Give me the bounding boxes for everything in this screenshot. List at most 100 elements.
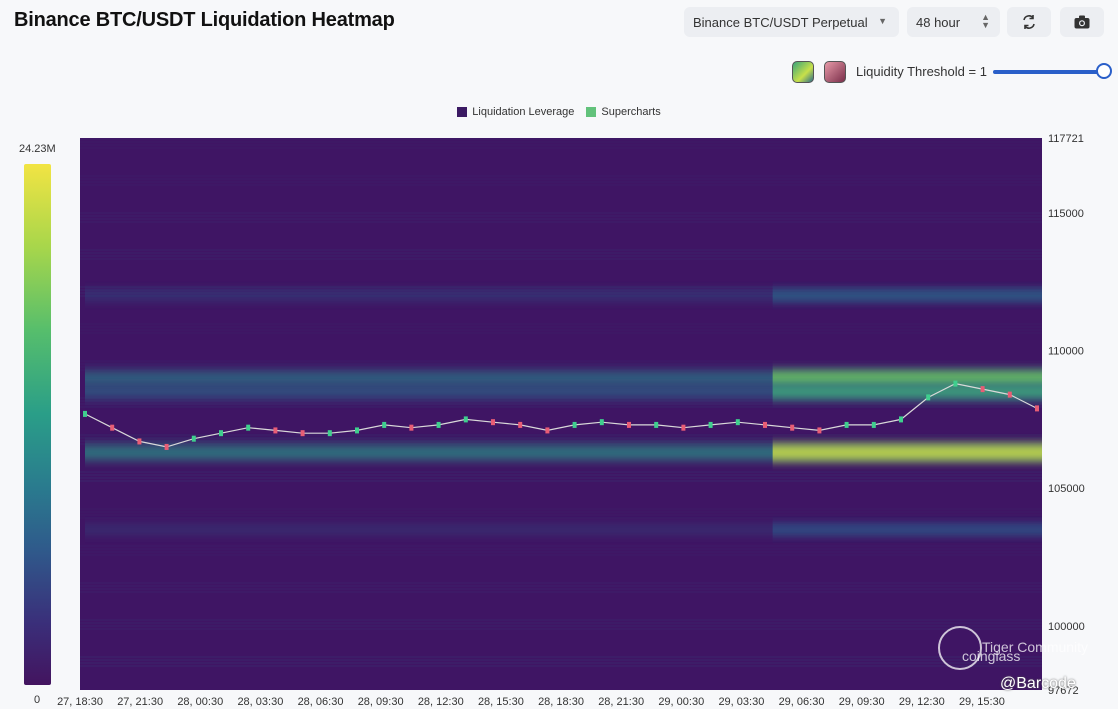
pair-select-value: Binance BTC/USDT Perpetual (693, 14, 868, 30)
price-candle (327, 430, 332, 437)
price-candle (436, 421, 441, 428)
legend-label: Liquidation Leverage (472, 106, 575, 118)
legend-item-liquidation-leverage[interactable]: Liquidation Leverage (457, 106, 574, 118)
heatmap-texture-line (80, 625, 1042, 627)
heatmap-texture-line (80, 218, 1042, 220)
price-candle (627, 421, 631, 428)
heatmap-texture-line (80, 258, 1042, 260)
x-tick-label: 28, 00:30 (177, 696, 223, 708)
heatmap-texture-line (80, 212, 1042, 214)
pair-select[interactable]: Binance BTC/USDT Perpetual ▼ (684, 7, 899, 37)
price-candle (763, 421, 767, 428)
heatmap-texture-line (80, 286, 1042, 288)
heatmap-texture-line (80, 360, 1042, 362)
price-candle (708, 421, 713, 428)
y-tick-label: 100000 (1048, 621, 1085, 633)
heatmap-texture-line (80, 434, 1042, 436)
heatmap-texture-line (80, 437, 1042, 439)
x-tick-label: 28, 09:30 (358, 696, 404, 708)
watermark-community: Tiger Community (982, 639, 1089, 655)
heatmap-texture-line (80, 400, 1042, 402)
liquidation-band (85, 525, 1042, 535)
heatmap-texture-line (80, 545, 1042, 547)
heatmap-texture-line (80, 138, 1042, 140)
heatmap-texture-line (80, 665, 1042, 667)
heatmap-texture-line (80, 406, 1042, 408)
pink-palette-toggle[interactable] (824, 61, 846, 83)
heatmap-texture-line (80, 141, 1042, 143)
heatmap-texture-line (80, 622, 1042, 624)
x-tick-label: 28, 15:30 (478, 696, 524, 708)
price-candle (83, 410, 87, 417)
liquidation-band (85, 290, 1042, 301)
heatmap-texture-line (80, 554, 1042, 556)
stepper-icon: ▲ ▼ (981, 12, 990, 30)
timeframe-select[interactable]: 48 hour ▲ ▼ (907, 7, 1000, 37)
x-tick-label: 29, 09:30 (839, 696, 885, 708)
x-tick-label: 27, 18:30 (57, 696, 103, 708)
screenshot-button[interactable] (1060, 7, 1104, 37)
heatmap-texture-line (80, 178, 1042, 180)
price-candle (300, 430, 305, 437)
heatmap-texture-line (80, 508, 1042, 510)
heatmap-texture-line (80, 443, 1042, 445)
liquidation-band-hot (772, 444, 1042, 461)
heatmap-texture-line (80, 181, 1042, 183)
price-candle (572, 421, 577, 428)
heatmap-texture-line (80, 323, 1042, 325)
heatmap-texture-line (80, 184, 1042, 186)
heatmap-texture-line (80, 591, 1042, 593)
threshold-slider[interactable] (993, 70, 1105, 74)
price-candle (191, 435, 196, 442)
price-candle (654, 421, 659, 428)
green-palette-toggle[interactable] (792, 61, 814, 83)
refresh-button[interactable] (1007, 7, 1051, 37)
heatmap-texture-line (80, 369, 1042, 371)
heatmap-texture-line (80, 662, 1042, 664)
liquidation-band-hot (772, 385, 1042, 399)
liquidation-band-hot (772, 371, 1042, 386)
heatmap-texture-line (80, 249, 1042, 251)
price-candle (110, 424, 115, 431)
heatmap-texture-line (80, 147, 1042, 149)
timeframe-select-value: 48 hour (916, 14, 961, 30)
legend-swatch (586, 107, 597, 117)
heatmap-texture-line (80, 480, 1042, 482)
heatmap-texture-line (80, 474, 1042, 476)
price-candle (844, 421, 849, 428)
x-tick-label: 28, 03:30 (237, 696, 283, 708)
legend-item-supercharts[interactable]: Supercharts (586, 106, 661, 118)
y-tick-label: 115000 (1048, 208, 1084, 220)
price-candle (382, 421, 387, 428)
heatmap-texture-line (80, 517, 1042, 519)
heatmap-texture-line (80, 585, 1042, 587)
y-tick-label: 110000 (1048, 346, 1084, 358)
price-candle (980, 386, 985, 393)
page-title: Binance BTC/USDT Liquidation Heatmap (14, 9, 395, 31)
x-tick-label: 28, 12:30 (418, 696, 464, 708)
price-candle (518, 421, 523, 428)
heatmap-texture-line (80, 588, 1042, 590)
heatmap-texture-line (80, 215, 1042, 217)
threshold-slider-handle[interactable] (1096, 63, 1112, 79)
heatmap-texture-line (80, 656, 1042, 658)
price-candle (219, 430, 223, 437)
heatmap-texture-line (80, 582, 1042, 584)
price-candle (817, 427, 822, 434)
x-tick-label: 27, 21:30 (117, 696, 163, 708)
heatmap-texture-line (80, 511, 1042, 513)
liquidation-band-hot (772, 525, 1042, 535)
price-candle (953, 380, 958, 387)
x-tick-label: 29, 00:30 (658, 696, 704, 708)
watermark-brand: coinglass (962, 648, 1021, 664)
threshold-label: Liquidity Threshold = 1 (856, 64, 987, 79)
price-candle (355, 427, 359, 434)
heatmap-texture-line (80, 619, 1042, 621)
price-line (84, 382, 1038, 448)
heatmap-texture-line (80, 477, 1042, 479)
price-candle (164, 443, 169, 450)
price-candle (681, 424, 686, 431)
price-candle (491, 419, 495, 426)
heatmap-texture-line (80, 326, 1042, 328)
